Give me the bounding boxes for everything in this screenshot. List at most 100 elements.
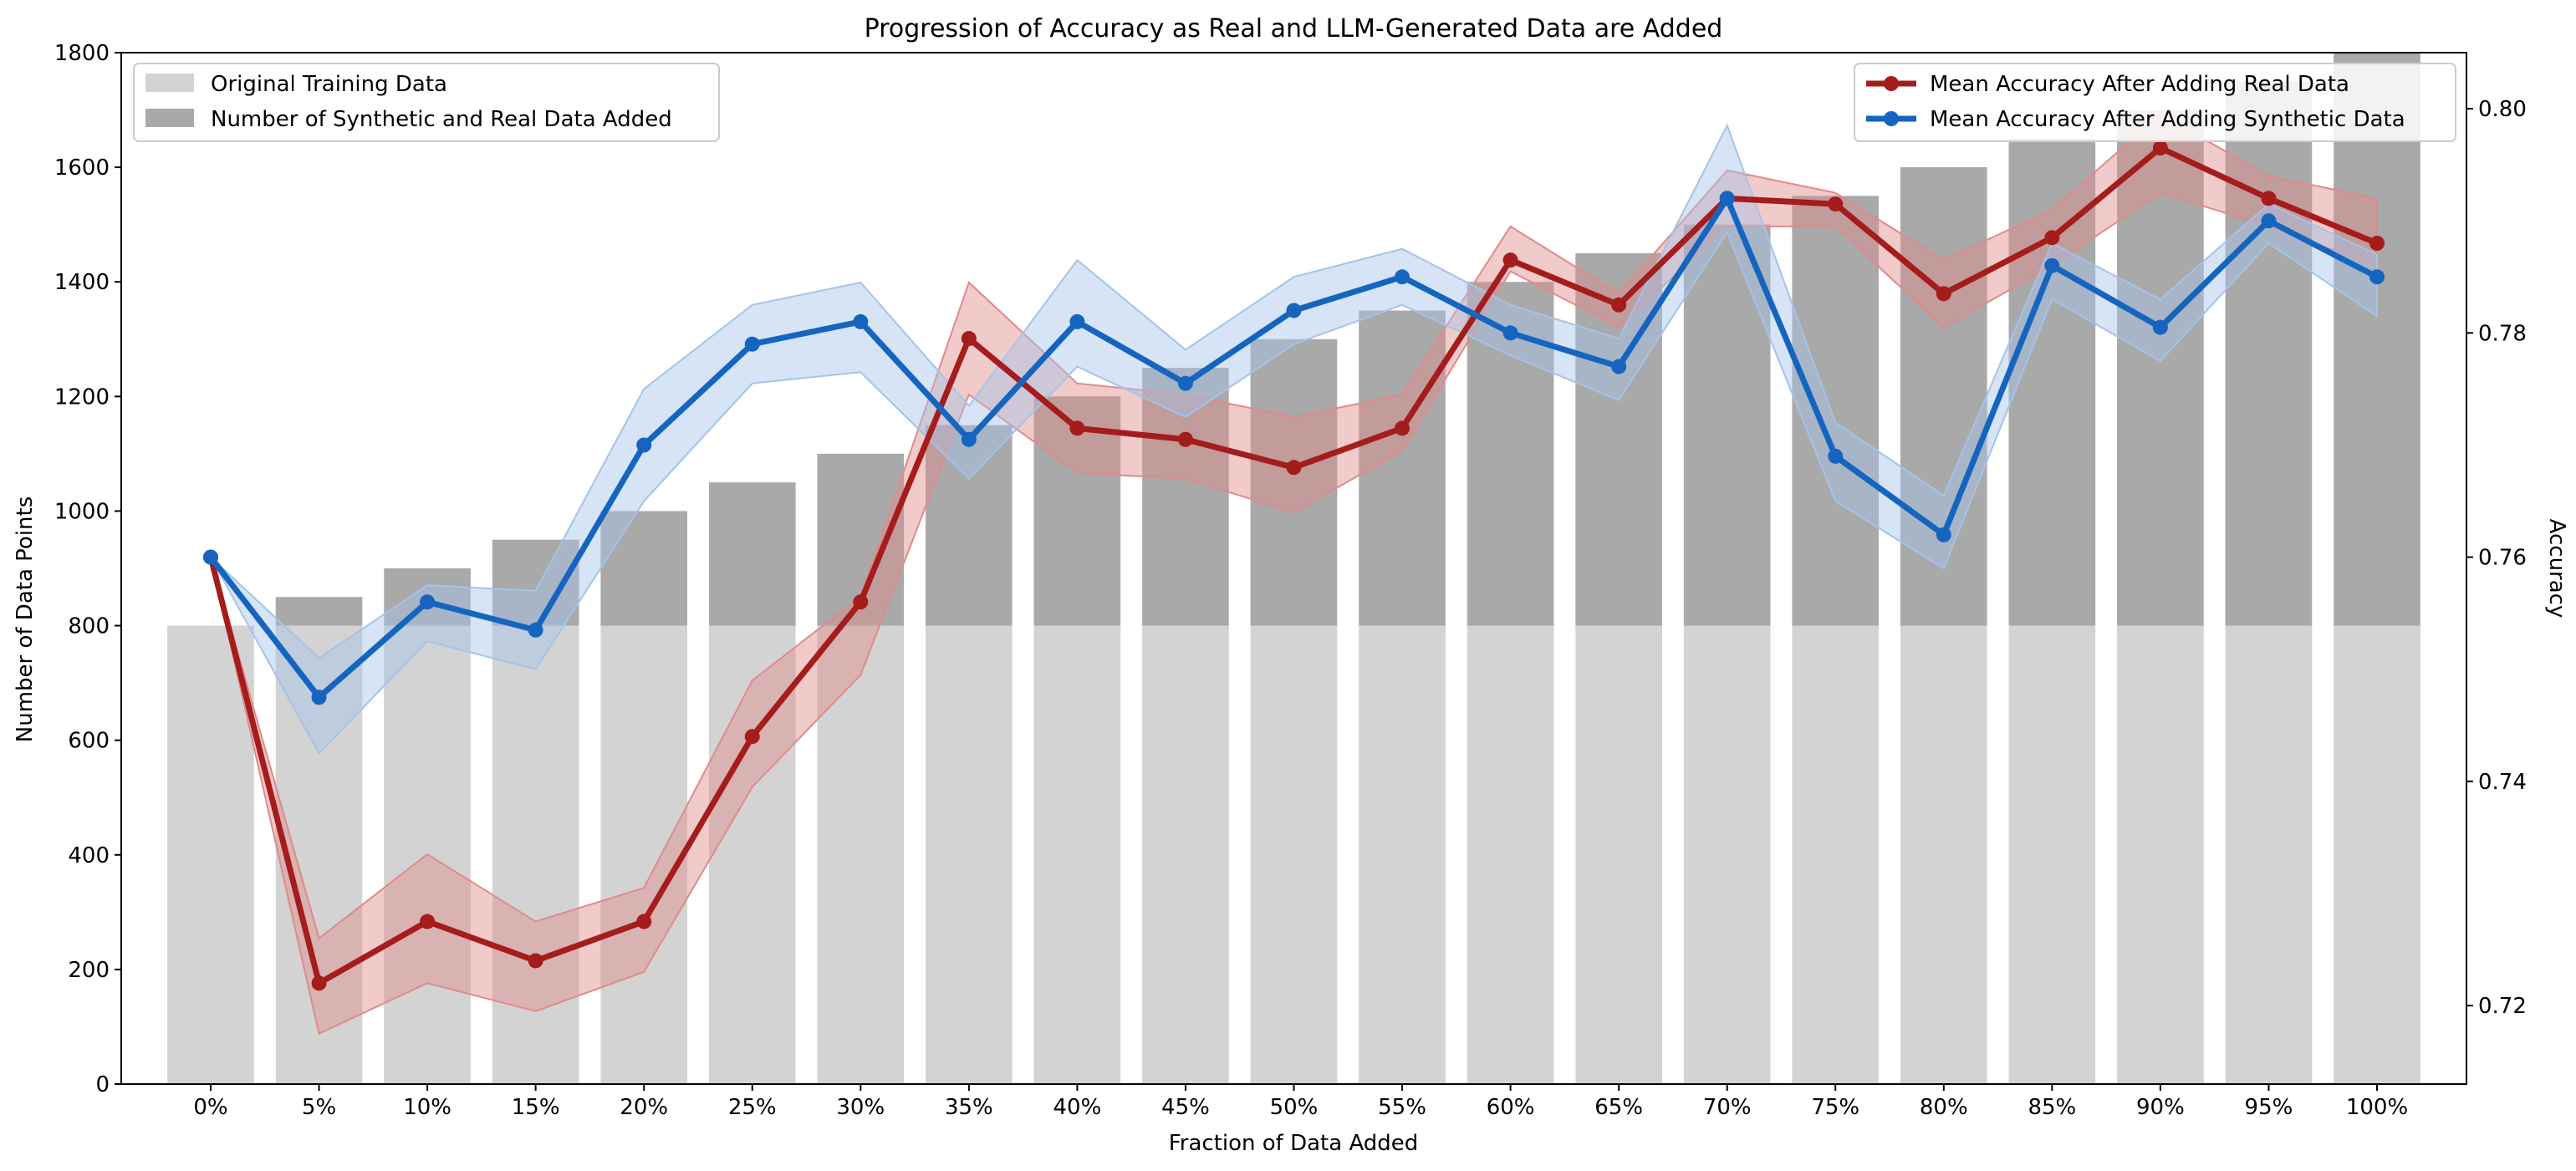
y-tick-label-9: 1800 <box>54 41 110 66</box>
y-tick-label-7: 1400 <box>54 270 110 295</box>
bar-original-17 <box>2008 625 2096 1084</box>
x-tick-label-15: 75% <box>1811 1095 1859 1120</box>
bar-original-18 <box>2117 625 2204 1084</box>
bar-added-11 <box>1359 310 1446 626</box>
point-series-0-15 <box>1828 196 1844 212</box>
point-series-0-2 <box>420 914 436 929</box>
point-series-0-9 <box>1177 431 1193 447</box>
y2-tick-label-3: 0.78 <box>2478 321 2527 346</box>
bar-added-9 <box>1142 368 1229 626</box>
y-tick-label-3: 600 <box>68 729 110 754</box>
x-tick-label-4: 20% <box>620 1095 668 1120</box>
point-series-0-4 <box>636 914 652 929</box>
point-series-1-12 <box>1502 325 1518 341</box>
axes-layer: 0 200 400 600 800 1000 1200 1400 1600 1800 0.72 0.7… <box>54 41 2527 1120</box>
point-series-1-19 <box>2261 213 2277 229</box>
y2-tick-label-4: 0.80 <box>2478 97 2527 122</box>
point-series-1-1 <box>311 690 327 705</box>
x-tick-label-16: 80% <box>1920 1095 1968 1120</box>
y-tick-label-5: 1000 <box>54 499 110 524</box>
y-tick-label-1: 200 <box>68 958 110 983</box>
point-series-0-17 <box>2044 230 2060 246</box>
x-tick-label-17: 85% <box>2028 1095 2076 1120</box>
point-series-0-1 <box>311 975 327 991</box>
point-series-0-7 <box>961 331 977 347</box>
legend-right-box <box>1854 63 2456 142</box>
bar-added-18 <box>2117 109 2204 626</box>
legend-right: Mean Accuracy After Adding Real Data Mean… <box>1854 63 2456 142</box>
bar-added-1 <box>275 597 363 626</box>
x-tick-label-8: 40% <box>1053 1095 1102 1120</box>
point-series-0-19 <box>2261 191 2277 206</box>
bar-original-4 <box>600 625 688 1084</box>
bar-added-20 <box>2334 53 2420 626</box>
point-series-0-8 <box>1069 420 1085 436</box>
legend-swatch-bar-1 <box>145 109 194 127</box>
point-series-0-20 <box>2369 236 2385 252</box>
legend-swatch-marker-0 <box>1884 76 1899 91</box>
bar-original-12 <box>1467 625 1554 1084</box>
bar-added-7 <box>926 425 1013 626</box>
x-tick-label-7: 35% <box>945 1095 993 1120</box>
x-tick-label-1: 5% <box>302 1095 336 1120</box>
bar-original-9 <box>1142 625 1229 1084</box>
y-tick-label-0: 0 <box>95 1072 110 1097</box>
point-series-1-18 <box>2152 319 2168 335</box>
legend-label-line-1: Mean Accuracy After Adding Synthetic Dat… <box>1930 107 2405 132</box>
point-series-1-7 <box>961 431 977 447</box>
bar-original-20 <box>2334 625 2420 1084</box>
x-tick-label-2: 10% <box>403 1095 451 1120</box>
bar-original-7 <box>926 625 1013 1084</box>
bar-original-6 <box>817 625 905 1084</box>
point-series-1-20 <box>2369 269 2385 285</box>
point-series-1-6 <box>853 313 869 329</box>
bar-added-4 <box>600 511 688 626</box>
x-tick-label-18: 90% <box>2136 1095 2185 1120</box>
x-tick-label-12: 60% <box>1487 1095 1535 1120</box>
bar-original-8 <box>1033 625 1121 1084</box>
point-series-1-4 <box>636 437 652 453</box>
x-tick-label-0: 0% <box>193 1095 227 1120</box>
point-series-0-13 <box>1611 297 1627 313</box>
point-series-0-6 <box>853 594 869 610</box>
bar-original-3 <box>492 625 579 1084</box>
y-axis-label: Number of Data Points <box>13 496 38 742</box>
point-series-1-10 <box>1286 303 1302 318</box>
lines-layer <box>203 140 2385 991</box>
point-series-0-16 <box>1936 286 1951 302</box>
x-tick-label-10: 50% <box>1270 1095 1319 1120</box>
point-series-0-11 <box>1395 420 1410 436</box>
legend-left-box <box>133 63 720 142</box>
bar-added-16 <box>1900 167 1987 626</box>
legend-label-line-0: Mean Accuracy After Adding Real Data <box>1930 72 2349 97</box>
point-series-1-5 <box>744 336 760 352</box>
legend-swatch-bar-0 <box>145 74 194 92</box>
point-series-1-0 <box>203 549 218 565</box>
point-series-0-5 <box>744 729 760 745</box>
point-series-1-15 <box>1828 448 1844 464</box>
x-tick-label-20: 100% <box>2346 1095 2408 1120</box>
point-series-0-10 <box>1286 460 1302 476</box>
bar-added-13 <box>1575 252 1662 626</box>
x-tick-label-5: 25% <box>728 1095 777 1120</box>
point-series-1-16 <box>1936 527 1951 542</box>
bar-original-16 <box>1900 625 1987 1084</box>
point-series-1-8 <box>1069 313 1085 329</box>
point-series-0-12 <box>1502 252 1518 268</box>
point-series-1-17 <box>2044 257 2060 273</box>
bar-added-15 <box>1792 196 1880 626</box>
y-tick-label-2: 400 <box>68 843 110 868</box>
x-tick-label-19: 95% <box>2245 1095 2293 1120</box>
bar-original-15 <box>1792 625 1880 1084</box>
x-tick-label-9: 45% <box>1161 1095 1210 1120</box>
y-tick-label-8: 1600 <box>54 155 110 181</box>
bar-added-5 <box>708 482 796 626</box>
bar-added-19 <box>2225 81 2313 626</box>
bar-original-11 <box>1359 625 1446 1084</box>
legend-label-bar-0: Original Training Data <box>211 72 447 97</box>
bar-original-19 <box>2225 625 2313 1084</box>
y2-axis-label: Accuracy <box>2544 519 2569 619</box>
bar-added-10 <box>1250 339 1338 626</box>
x-tick-label-14: 70% <box>1703 1095 1752 1120</box>
